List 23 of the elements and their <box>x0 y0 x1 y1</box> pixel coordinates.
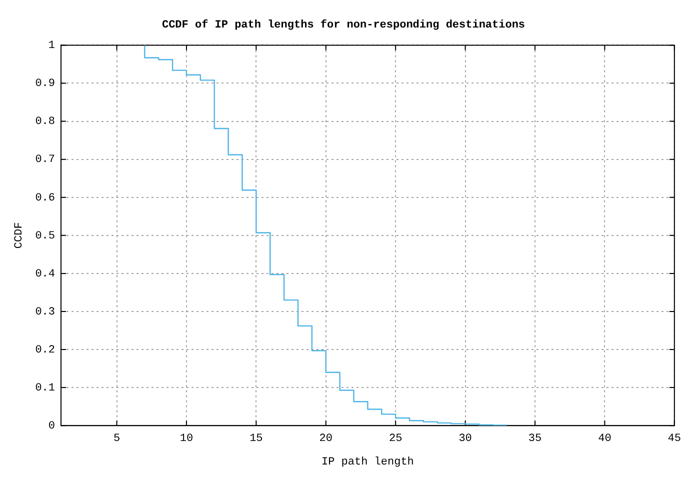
x-tick-label: 40 <box>598 433 612 446</box>
x-tick-label: 35 <box>528 433 542 446</box>
x-tick-label: 20 <box>319 433 332 446</box>
x-tick-label: 10 <box>180 433 194 446</box>
y-tick-label: 0.9 <box>35 78 56 90</box>
y-tick-label: 0.1 <box>35 382 56 394</box>
x-tick-label: 25 <box>388 433 402 446</box>
x-tick-label: 45 <box>668 433 681 446</box>
chart-title: CCDF of IP path lengths for non-responding destinations <box>162 18 526 32</box>
y-tick-label: 0.3 <box>35 306 56 318</box>
y-tick-label: 0.7 <box>35 154 56 166</box>
y-tick-label: 0.4 <box>35 268 56 280</box>
y-tick-label: 1 <box>48 40 56 52</box>
y-tick-label: 0 <box>48 420 56 433</box>
x-tick-label: 15 <box>250 433 263 446</box>
y-tick-label: 0.8 <box>35 116 56 128</box>
y-axis-title: CCDF <box>14 222 26 249</box>
y-tick-label: 0.6 <box>35 192 56 204</box>
x-tick-label: 30 <box>458 433 472 446</box>
y-tick-label: 0.2 <box>35 344 56 356</box>
x-tick-label: 5 <box>113 433 120 446</box>
x-axis-title: IP path length <box>321 456 414 468</box>
y-tick-label: 0.5 <box>35 230 56 242</box>
